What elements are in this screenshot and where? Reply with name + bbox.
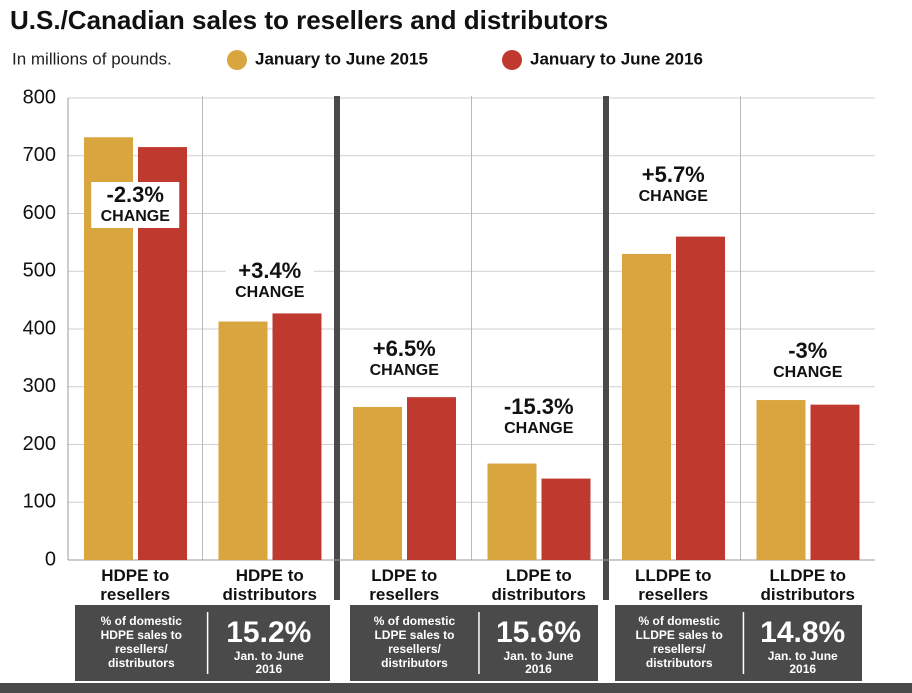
bar [810, 404, 860, 560]
share-period: Jan. to June [503, 649, 573, 663]
x-tick-label: LLDPE to distributors [760, 566, 855, 604]
share-value: 15.2% [226, 616, 311, 649]
share-period: 2016 [255, 662, 282, 676]
y-tick-label: 700 [23, 144, 56, 166]
y-tick-label: 500 [23, 260, 56, 282]
bar [541, 478, 591, 560]
bar [272, 313, 322, 560]
legend-label: January to June 2016 [530, 49, 703, 68]
legend-label: January to June 2015 [255, 49, 428, 68]
bottom-band [0, 683, 912, 693]
annotation-bg [91, 182, 180, 228]
change-word: CHANGE [504, 420, 574, 437]
share-caption: resellers/ [115, 642, 168, 656]
bar [353, 406, 402, 560]
change-value: +5.7% [642, 162, 705, 187]
change-word: CHANGE [370, 362, 440, 379]
y-tick-label: 100 [23, 491, 56, 513]
share-caption: LLDPE sales to [636, 628, 723, 642]
share-caption: % of domestic [101, 614, 183, 628]
change-value: -15.3% [504, 394, 574, 419]
change-value: +3.4% [238, 258, 301, 283]
share-box [615, 605, 862, 681]
share-caption: LDPE sales to [374, 628, 454, 642]
change-value: +6.5% [373, 336, 436, 361]
bar [622, 253, 671, 561]
y-tick-label: 300 [23, 375, 56, 397]
chart-title: U.S./Canadian sales to resellers and dis… [10, 5, 608, 35]
share-caption: % of domestic [374, 614, 456, 628]
x-tick-label: HDPE to resellers [100, 566, 171, 604]
x-tick-label: HDPE to distributors [222, 566, 317, 604]
bar [218, 321, 268, 560]
share-box [75, 605, 330, 681]
share-caption: distributors [108, 656, 175, 670]
legend-swatch [227, 50, 247, 70]
share-caption: % of domestic [639, 614, 721, 628]
share-period: Jan. to June [234, 649, 304, 663]
share-period: 2016 [525, 662, 552, 676]
change-value: -2.3% [107, 182, 164, 207]
bar [756, 400, 806, 560]
y-tick-label: 600 [23, 202, 56, 224]
share-period: 2016 [789, 662, 816, 676]
share-box [350, 605, 598, 681]
share-caption: distributors [646, 656, 713, 670]
x-tick-label: LDPE to distributors [491, 566, 586, 604]
bar [407, 397, 456, 560]
chart-subtitle: In millions of pounds. [12, 49, 172, 68]
share-caption: resellers/ [653, 642, 706, 656]
change-word: CHANGE [235, 284, 305, 301]
y-tick-label: 800 [23, 86, 56, 108]
change-value: -3% [788, 338, 827, 363]
share-period: Jan. to June [768, 649, 838, 663]
change-word: CHANGE [639, 188, 709, 205]
share-caption: HDPE sales to [101, 628, 182, 642]
share-value: 14.8% [760, 616, 845, 649]
x-tick-label: LDPE to resellers [369, 566, 440, 604]
change-word: CHANGE [101, 208, 171, 225]
y-tick-label: 200 [23, 433, 56, 455]
y-tick-label: 400 [23, 317, 56, 339]
change-word: CHANGE [773, 364, 843, 381]
bar [676, 236, 725, 560]
x-tick-label: LLDPE to resellers [635, 566, 712, 604]
legend-swatch [502, 50, 522, 70]
y-tick-label: 0 [45, 548, 56, 570]
annotation-bg [225, 258, 314, 304]
share-caption: distributors [381, 656, 448, 670]
bar [487, 463, 537, 560]
share-value: 15.6% [496, 616, 581, 649]
share-caption: resellers/ [388, 642, 441, 656]
